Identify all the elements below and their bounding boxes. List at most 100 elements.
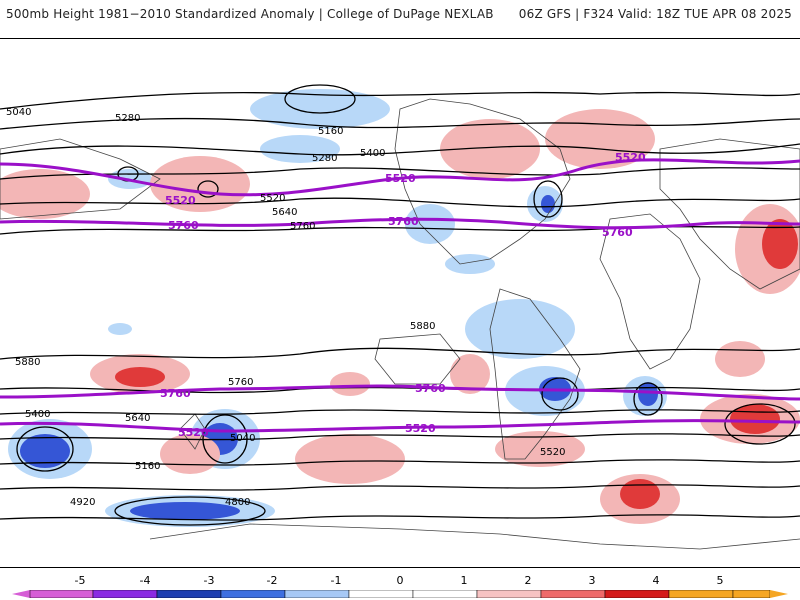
contour-label: 5400 (360, 148, 385, 159)
south-america-outline (489, 288, 581, 460)
colorbar-segment (220, 590, 286, 598)
contour-label: 5280 (312, 153, 337, 164)
title-bar: 500mb Height 1981−2010 Standardized Anom… (0, 0, 800, 36)
contour-label: 5160 (318, 126, 343, 137)
contour-low-atlantic (533, 180, 563, 218)
strong-positive-europe (762, 219, 798, 269)
contour-label: 5520 (540, 447, 565, 458)
strong-positive-tasman (115, 367, 165, 387)
contour-label: 5880 (410, 321, 435, 332)
contour-5400-north (0, 167, 800, 180)
colorbar-tick: 5 (716, 574, 724, 587)
colorbar-tick: 3 (588, 574, 596, 587)
contour-5760-north (0, 226, 800, 235)
negative-area-s-america (465, 299, 575, 359)
purple-5520-south (0, 419, 800, 433)
colorbar-segment (284, 590, 350, 598)
contour-5280-north (0, 143, 800, 156)
contour-5040-north (0, 91, 800, 110)
purple-contour-label: 5760 (388, 215, 419, 228)
purple-5520-north (0, 158, 800, 197)
purple-contour-label: 5760 (602, 226, 633, 239)
contour-label: 5640 (125, 413, 150, 424)
purple-5760-south (0, 384, 800, 401)
colorbar-tick: 1 (460, 574, 468, 587)
contour-5640-south (0, 409, 800, 415)
positive-area-s-pacific (295, 434, 405, 484)
antarctica-outline (149, 523, 800, 550)
contour-low-s-pacific (202, 414, 248, 464)
contour-label: 4800 (225, 497, 250, 508)
colorbar-segment (412, 590, 478, 598)
map-svg: 5040 5280 5160 5280 5400 5520 5640 5760 … (0, 84, 800, 550)
colorbar-tick: -3 (203, 574, 215, 587)
australia-outline (374, 333, 461, 385)
positive-area-w-asia (0, 169, 90, 219)
contour-labels: 5040 5280 5160 5280 5400 5520 5640 5760 … (6, 107, 565, 508)
contour-label: 5520 (260, 193, 285, 204)
colorbar-tick: 4 (652, 574, 660, 587)
positive-area-drake (495, 431, 585, 467)
purple-contour-label: 5520 (165, 194, 196, 207)
negative-area-n-pacific (260, 135, 340, 163)
colorbar-left-arrow (12, 590, 30, 598)
contour-5640-north (0, 197, 800, 208)
contour-label: 5760 (228, 377, 253, 388)
contour-low-asia (197, 180, 219, 198)
strong-positive-s-atlantic-east (620, 479, 660, 509)
colorbar-tick: -1 (330, 574, 342, 587)
purple-contour-label: 5760 (160, 387, 191, 400)
model-run-info: 06Z GFS | F324 Valid: 18Z TUE APR 08 202… (518, 7, 792, 21)
contour-low-sw-pacific (16, 426, 74, 472)
colorbar-segment (604, 590, 670, 598)
asia-outline (0, 138, 161, 220)
negative-area-us-east (405, 204, 455, 244)
purple-5760-north (0, 217, 800, 230)
colorbar-right-arrow (770, 590, 788, 598)
negative-area-coral-sea (108, 323, 132, 335)
contour-label: 4920 (70, 497, 95, 508)
map-title: 500mb Height 1981−2010 Standardized Anom… (6, 7, 494, 21)
strong-negative-antarctic (130, 502, 240, 520)
strong-negative-n-atlantic (541, 195, 555, 213)
contour-label: 5400 (25, 409, 50, 420)
colorbar-segment (476, 590, 542, 598)
colorbar-segment (29, 590, 94, 598)
contour-low-antarctic (114, 496, 266, 526)
colorbar-segment (732, 590, 771, 598)
contour-high-s-indian (724, 403, 796, 445)
contour-label: 5280 (115, 113, 140, 124)
colorbar-tick: -4 (139, 574, 151, 587)
contour-label: 5760 (290, 221, 315, 232)
colorbar-labels: -5 -4 -3 -2 -1 0 1 2 3 4 5 (0, 574, 800, 588)
colorbar-tick: 0 (396, 574, 404, 587)
anomaly-map: 5040 5280 5160 5280 5400 5520 5640 5760 … (0, 38, 800, 568)
purple-contour-label: 5520 (615, 151, 646, 164)
purple-contour-label: 5520 (178, 426, 209, 439)
purple-contour-label: 5760 (168, 219, 199, 232)
colorbar-tick: 2 (524, 574, 532, 587)
colorbar-segment (540, 590, 606, 598)
colorbar-tick: -2 (266, 574, 278, 587)
strong-negative-sw-pacific (20, 434, 70, 468)
positive-area-s-pacific-mid (330, 372, 370, 396)
contour-low-n-pacific (284, 84, 356, 114)
contour-5880-south (0, 347, 800, 360)
positive-area-australia (715, 341, 765, 377)
purple-contour-label: 5520 (385, 172, 416, 185)
contour-4920-south (0, 514, 800, 521)
positive-anomaly-areas (0, 109, 800, 524)
contour-label: 5640 (272, 207, 297, 218)
contour-low-s-atlantic (541, 377, 579, 411)
contour-label: 5040 (230, 433, 255, 444)
africa-outline (599, 213, 701, 370)
positive-area-s-america-west (450, 354, 490, 394)
colorbar-tick: -5 (74, 574, 86, 587)
contour-label: 5880 (15, 357, 40, 368)
contour-5160-south (0, 459, 800, 466)
contour-5040-south (0, 484, 800, 491)
colorbar-segment (92, 590, 158, 598)
contour-label: 5160 (135, 461, 160, 472)
reference-contours (0, 158, 800, 433)
positive-area-greenland (545, 109, 655, 169)
